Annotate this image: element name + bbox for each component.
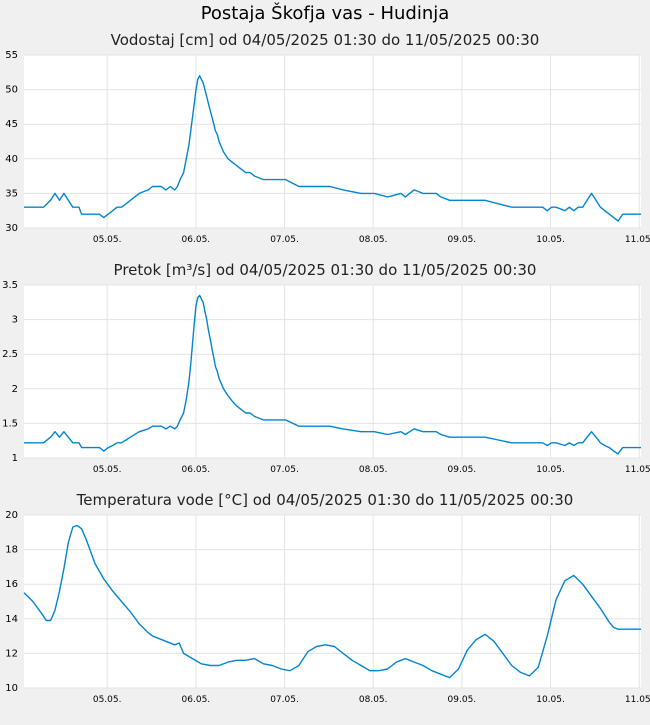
chart-title-water-temperature: Temperatura vode [°C] od 04/05/2025 01:3… <box>76 491 574 509</box>
x-tick-label: 09.05. <box>448 695 477 705</box>
y-tick-label: 20 <box>5 510 18 521</box>
y-tick-label: 1.5 <box>2 418 18 429</box>
series-line <box>23 524 641 679</box>
y-tick-label: 40 <box>5 154 18 165</box>
x-tick-label: 06.05. <box>182 235 211 245</box>
y-tick-label: 16 <box>5 579 18 590</box>
x-tick-label: 06.05. <box>182 695 211 705</box>
x-tick-label: 06.05. <box>182 465 211 475</box>
y-tick-label: 14 <box>5 614 18 625</box>
x-tick-label: 09.05. <box>448 465 477 475</box>
y-tick-label: 45 <box>5 119 18 130</box>
x-tick-label: 11.05. <box>625 465 650 475</box>
y-tick-label: 18 <box>5 545 18 556</box>
plot-area <box>24 285 641 458</box>
x-tick-label: 05.05. <box>93 695 122 705</box>
x-tick-label: 10.05. <box>536 695 565 705</box>
x-tick-label: 10.05. <box>536 235 565 245</box>
x-tick-label: 05.05. <box>93 235 122 245</box>
y-tick-label: 3.5 <box>2 280 18 291</box>
x-tick-label: 08.05. <box>359 235 388 245</box>
water-temperature-chart: 10 12 14 16 18 20 05.05. 06.05. 07.05. 08.05. 09.0… <box>5 510 650 705</box>
x-tick-label: 11.05. <box>625 235 650 245</box>
plot-area <box>24 515 641 688</box>
x-tick-label: 08.05. <box>359 465 388 475</box>
x-tick-label: 05.05. <box>93 465 122 475</box>
y-tick-label: 55 <box>5 50 18 61</box>
y-tick-label: 10 <box>5 683 18 694</box>
y-tick-label: 3 <box>12 315 18 326</box>
y-tick-label: 12 <box>5 648 18 659</box>
y-tick-label: 2.5 <box>2 349 18 360</box>
x-tick-label: 11.05. <box>625 695 650 705</box>
plot-area <box>24 55 641 228</box>
x-tick-label: 10.05. <box>536 465 565 475</box>
x-tick-label: 08.05. <box>359 695 388 705</box>
series-line <box>24 294 641 455</box>
x-tick-label: 09.05. <box>448 235 477 245</box>
x-tick-label: 07.05. <box>270 695 299 705</box>
series-line <box>24 75 641 222</box>
y-tick-label: 30 <box>5 223 18 234</box>
y-tick-label: 35 <box>5 188 18 199</box>
x-tick-label: 07.05. <box>270 465 299 475</box>
discharge-chart: 1 1.5 2 2.5 3 3.5 05.05. 06.05. 07.05. 08.05. 09.0… <box>2 280 650 475</box>
chart-title-water-level: Vodostaj [cm] od 04/05/2025 01:30 do 11/… <box>110 31 540 49</box>
station-title: Postaja Škofja vas - Hudinja <box>200 3 450 24</box>
y-tick-label: 2 <box>12 384 18 395</box>
water-level-chart: 30 35 40 45 50 55 05.05. 06.05. 07.05. 08.05. 09.0… <box>5 50 650 245</box>
x-tick-label: 07.05. <box>270 235 299 245</box>
y-tick-label: 1 <box>12 453 18 464</box>
y-tick-label: 50 <box>5 85 18 96</box>
chart-title-discharge: Pretok [m³/s] od 04/05/2025 01:30 do 11/… <box>113 261 537 279</box>
